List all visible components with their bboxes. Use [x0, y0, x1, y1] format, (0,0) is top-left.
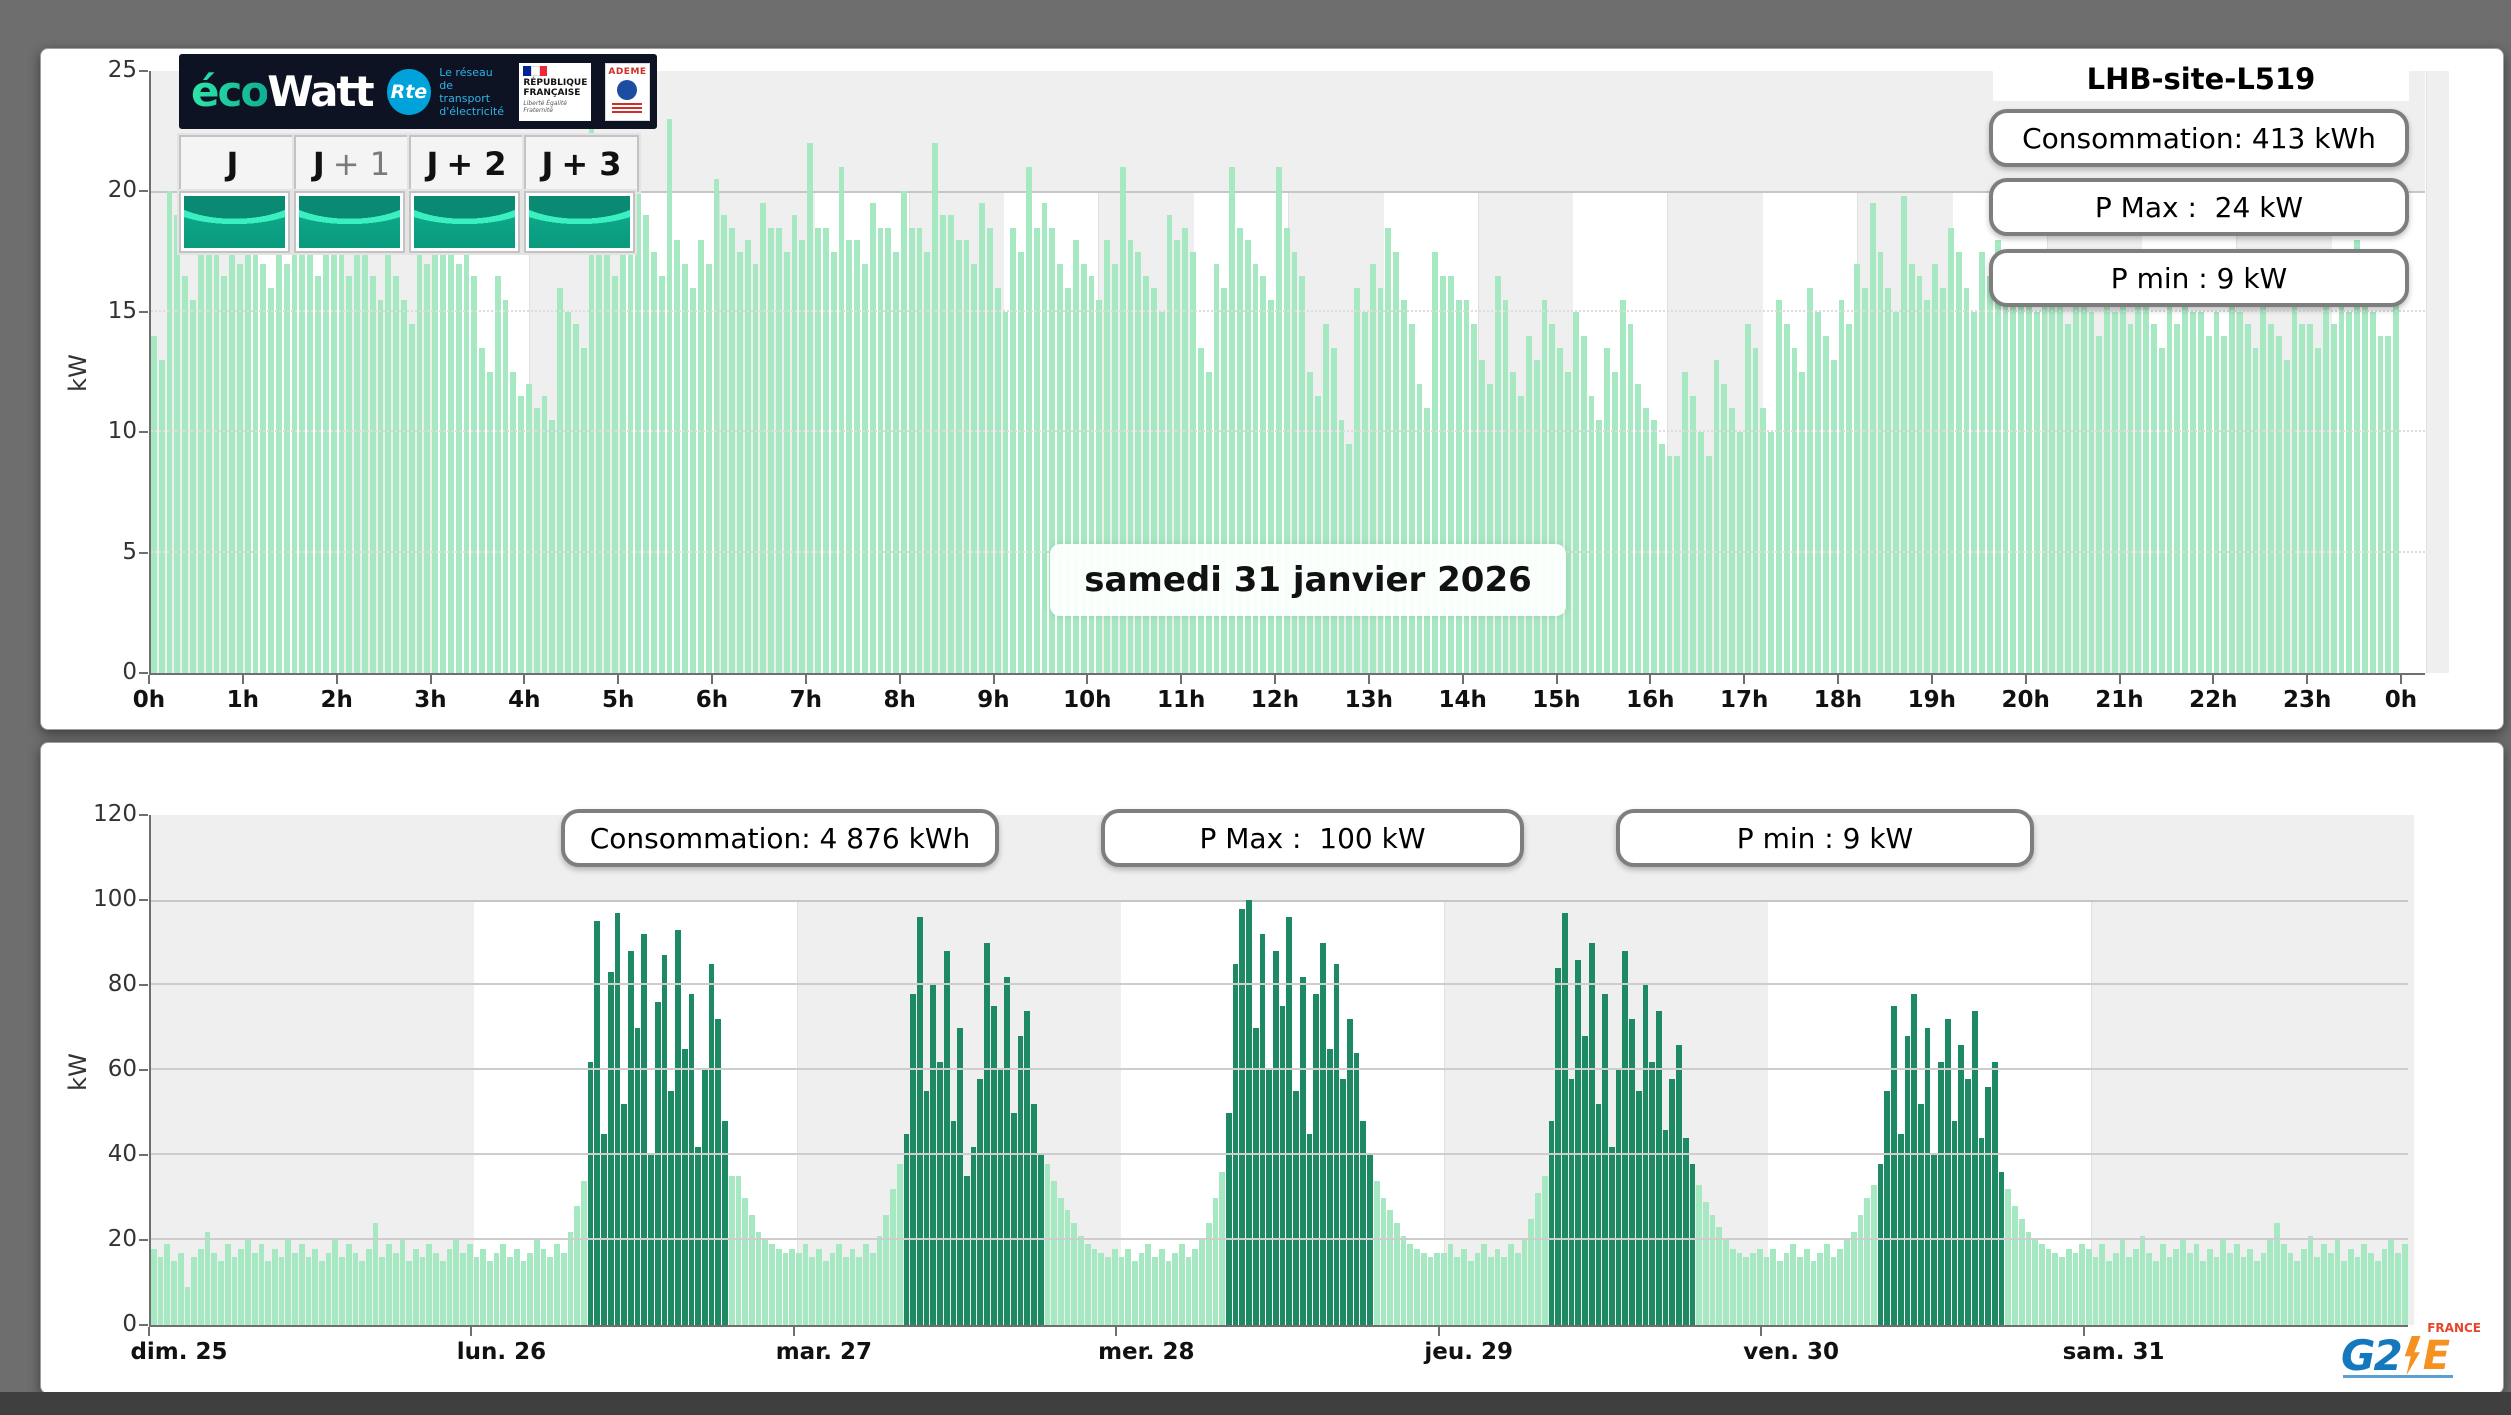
ecowatt-gauge-j2[interactable] [409, 191, 520, 253]
rte-logo: Rte Le réseau de transport d'électricité [386, 65, 506, 118]
ecowatt-gauge-j1[interactable] [294, 191, 405, 253]
gauge-dial-icon [184, 196, 285, 248]
day-chart-panel: kW écoWatt Rte Le réseau de transport d'… [40, 48, 2504, 730]
consumption-bars-week [151, 815, 2408, 1325]
consumption-bars-day [151, 71, 2403, 673]
y-axis-unit-label: kW [63, 354, 92, 392]
gauge-dial-icon [529, 196, 630, 248]
republique-francaise-logo: RÉPUBLIQUE FRANÇAISE Liberté Égalité Frat… [519, 62, 592, 121]
day-pmin-badge: P min : 9 kW [1989, 249, 2409, 307]
day-consumption-badge: Consommation: 413 kWh [1989, 109, 2409, 167]
g2e-tagline [2343, 1375, 2453, 1378]
rte-tagline: Le réseau de transport d'électricité [439, 65, 504, 118]
week-chart-plot [149, 815, 2414, 1327]
week-chart-panel: kW Consommation: 4 876 kWh P Max : 100 k… [40, 742, 2504, 1394]
site-title: LHB-site-L519 [1993, 57, 2409, 101]
logo-bar: écoWatt Rte Le réseau de transport d'éle… [179, 54, 657, 129]
french-flag-icon [523, 65, 548, 76]
lightning-bolt-icon [2404, 1335, 2421, 1376]
ecowatt-gauge-j3[interactable] [524, 191, 635, 253]
ademe-globe-icon [617, 79, 638, 100]
date-badge: samedi 31 janvier 2026 [1050, 544, 1566, 616]
gauge-dial-icon [299, 196, 400, 248]
day-button-j[interactable]: J [179, 135, 294, 192]
ecowatt-logo: écoWatt [191, 67, 375, 116]
rte-circle-icon: Rte [386, 68, 432, 115]
ademe-logo: ADEME [605, 62, 650, 121]
day-button-j2[interactable]: J + 2 [409, 135, 524, 192]
week-consumption-badge: Consommation: 4 876 kWh [561, 809, 999, 867]
day-pmax-badge: P Max : 24 kW [1989, 178, 2409, 236]
gauge-dial-icon [414, 196, 515, 248]
week-pmin-badge: P min : 9 kW [1616, 809, 2034, 867]
ecowatt-gauge-j[interactable] [179, 191, 290, 253]
window-bottom-strip [0, 1392, 2511, 1415]
day-button-j3[interactable]: J + 3 [524, 135, 639, 192]
g2e-france-logo: FRANCE G2 E [2341, 1321, 2481, 1380]
week-pmax-badge: P Max : 100 kW [1101, 809, 1524, 867]
day-button-j1[interactable]: J + 1 [294, 135, 409, 192]
